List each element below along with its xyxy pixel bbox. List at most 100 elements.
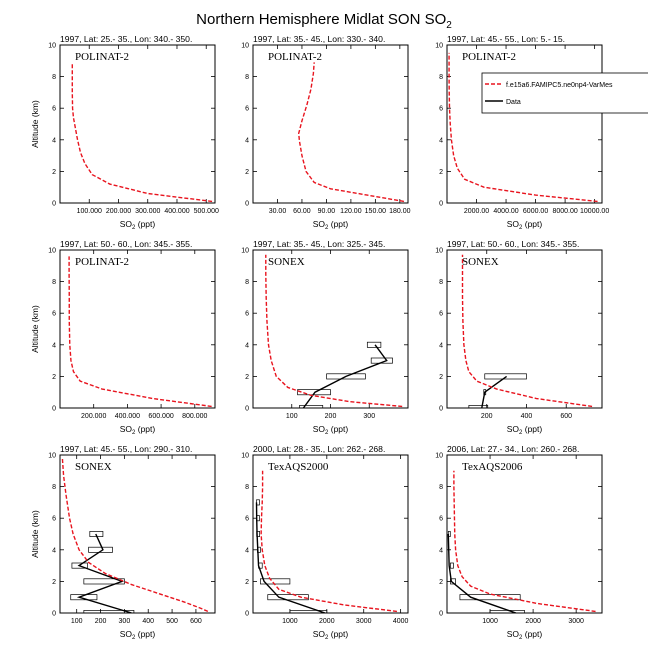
y-tick-label: 0 — [245, 611, 249, 618]
x-axis-label-main: SO — [120, 219, 133, 229]
data-range-box — [459, 594, 521, 601]
y-tick-label: 0 — [439, 406, 443, 413]
plot-frame — [59, 454, 216, 614]
x-axis-label-sub: 2 — [519, 635, 523, 641]
y-tick-label: 10 — [48, 248, 56, 255]
x-tick-label: 400.000 — [115, 413, 140, 420]
y-tick-label: 6 — [245, 106, 249, 113]
x-axis-label-unit: (ppt) — [328, 219, 348, 229]
y-tick-label: 0 — [439, 611, 443, 618]
y-axis-label: Altitude (km) — [30, 510, 40, 558]
plot-frame — [59, 249, 216, 409]
data-range-box — [267, 594, 309, 601]
campaign-label: TexAQS2000 — [268, 461, 329, 473]
data-line — [255, 502, 326, 613]
x-axis-label: SO2 (ppt) — [507, 219, 543, 231]
panel-subtitle: 1997, Lat: 35.- 45., Lon: 330.- 340. — [253, 34, 385, 44]
series-group — [447, 470, 596, 613]
y-tick-label: 10 — [48, 43, 56, 50]
x-axis-label-main: SO — [507, 629, 520, 639]
y-tick-label: 8 — [439, 279, 443, 286]
legend-box — [481, 72, 648, 114]
series-group — [255, 470, 398, 613]
y-tick-label: 6 — [439, 106, 443, 113]
model-line — [260, 470, 398, 613]
plot-frame — [252, 454, 409, 614]
plot-frame — [446, 249, 603, 409]
data-line — [481, 375, 508, 408]
y-tick-label: 2 — [245, 374, 249, 381]
plot-frame — [252, 44, 409, 204]
series-group — [68, 256, 212, 408]
x-tick-label: 200.000 — [106, 208, 131, 215]
y-tick-label: 10 — [241, 43, 249, 50]
model-line — [265, 254, 403, 408]
y-tick-label: 0 — [52, 406, 56, 413]
campaign-label: SONEX — [462, 256, 499, 268]
y-tick-label: 4 — [52, 547, 56, 554]
y-tick-label: 6 — [245, 516, 249, 523]
x-tick-label: 300 — [119, 618, 131, 625]
y-tick-label: 10 — [241, 453, 249, 460]
x-tick-label: 90.00 — [318, 208, 336, 215]
model-line — [453, 470, 596, 613]
x-axis-label: SO2 (ppt) — [507, 629, 543, 641]
y-tick-label: 8 — [245, 484, 249, 491]
x-tick-label: 200 — [95, 618, 107, 625]
legend: f.e15a6.FAMIPC5.ne0np4-VarMes Data — [481, 72, 648, 114]
series-group — [61, 458, 209, 613]
x-axis-label-unit: (ppt) — [328, 424, 348, 434]
y-tick-label: 2 — [245, 169, 249, 176]
panel-4: 1997, Lat: 50.- 60., Lon: 345.- 355. POLI… — [30, 239, 216, 436]
y-tick-label: 6 — [245, 311, 249, 318]
data-range-box — [88, 546, 113, 553]
x-axis-label-unit: (ppt) — [135, 629, 155, 639]
data-line — [302, 344, 388, 408]
panel-subtitle: 1997, Lat: 45.- 55., Lon: 290.- 310. — [60, 444, 192, 454]
x-tick-label: 400 — [521, 413, 533, 420]
data-range-box — [289, 610, 328, 613]
campaign-label: SONEX — [268, 256, 305, 268]
x-axis-label: SO2 (ppt) — [120, 424, 156, 436]
y-tick-label: 2 — [439, 579, 443, 586]
legend-data-label: Data — [506, 99, 521, 106]
data-range-box — [468, 405, 489, 408]
x-tick-label: 600 — [560, 413, 572, 420]
y-tick-label: 8 — [52, 484, 56, 491]
x-axis-label-sub: 2 — [325, 225, 329, 231]
x-axis-label: SO2 (ppt) — [120, 219, 156, 231]
y-tick-label: 6 — [52, 106, 56, 113]
campaign-label: TexAQS2006 — [462, 461, 523, 473]
x-axis-label-unit: (ppt) — [522, 219, 542, 229]
x-tick-label: 800.000 — [182, 413, 207, 420]
panel-subtitle: 1997, Lat: 50.- 60., Lon: 345.- 355. — [60, 239, 192, 249]
data-range-box — [83, 578, 125, 585]
panel-subtitle: 1997, Lat: 50.- 60., Lon: 345.- 355. — [447, 239, 579, 249]
y-tick-label: 6 — [52, 516, 56, 523]
y-tick-label: 8 — [245, 74, 249, 81]
campaign-label: POLINAT-2 — [268, 51, 322, 63]
panel-5: 1997, Lat: 35.- 45., Lon: 325.- 345. SONE… — [241, 239, 409, 436]
x-tick-label: 3000 — [568, 618, 584, 625]
x-axis-label-unit: (ppt) — [328, 629, 348, 639]
x-axis-label-sub: 2 — [132, 635, 136, 641]
x-tick-label: 6000.00 — [523, 208, 548, 215]
x-axis-label-main: SO — [507, 424, 520, 434]
x-tick-label: 600 — [190, 618, 202, 625]
legend-model-label: f.e15a6.FAMIPC5.ne0np4-VarMes — [506, 82, 613, 89]
x-axis-label-main: SO — [120, 424, 133, 434]
y-tick-label: 10 — [48, 453, 56, 460]
data-range-box — [484, 373, 527, 380]
y-tick-label: 0 — [245, 406, 249, 413]
x-axis-label-sub: 2 — [519, 430, 523, 436]
y-tick-label: 8 — [439, 74, 443, 81]
x-tick-label: 400.000 — [164, 208, 189, 215]
data-range-box — [83, 610, 135, 613]
x-tick-label: 200.000 — [81, 413, 106, 420]
x-tick-label: 1000 — [482, 618, 498, 625]
y-tick-label: 4 — [439, 547, 443, 554]
y-tick-label: 8 — [245, 279, 249, 286]
x-axis-label: SO2 (ppt) — [507, 424, 543, 436]
x-tick-label: 100 — [71, 618, 83, 625]
